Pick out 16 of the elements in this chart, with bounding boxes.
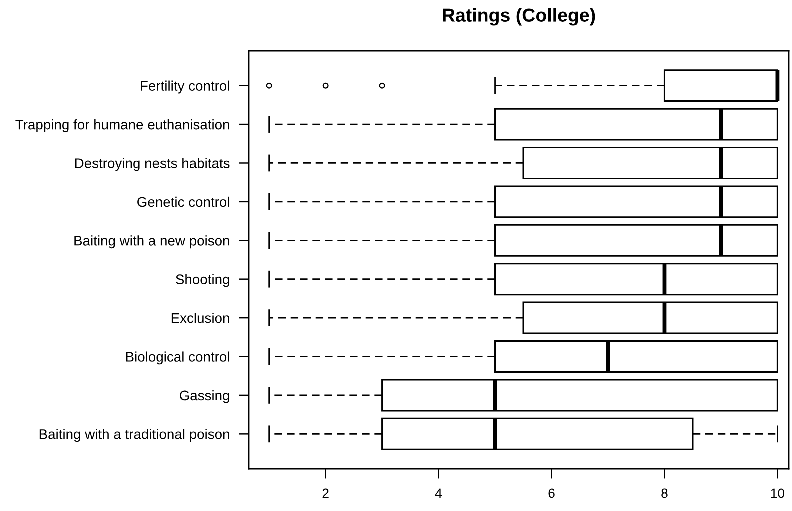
y-tick-label: Baiting with a new poison (74, 236, 230, 249)
x-tick-label: 4 (435, 488, 442, 498)
y-tick-label: Destroying nests habitats (75, 158, 230, 172)
y-tick-label: Gassing (180, 390, 230, 404)
chart-title: Ratings (College) (443, 8, 596, 26)
x-tick-label: 10 (771, 488, 785, 498)
y-tick-label: Exclusion (172, 313, 230, 324)
y-tick-label: Trapping for humane euthanisation (16, 120, 230, 132)
x-tick-label: 2 (322, 488, 329, 498)
y-tick-label: Fertility control (141, 80, 230, 94)
y-tick-label: Genetic control (138, 196, 230, 208)
x-tick-label: 8 (662, 488, 668, 498)
y-tick-label: Shooting (176, 274, 230, 288)
y-tick-label: Baiting with a traditional poison (40, 429, 230, 442)
y-tick-label: Biological control (126, 352, 230, 365)
x-tick-label: 6 (548, 488, 555, 498)
